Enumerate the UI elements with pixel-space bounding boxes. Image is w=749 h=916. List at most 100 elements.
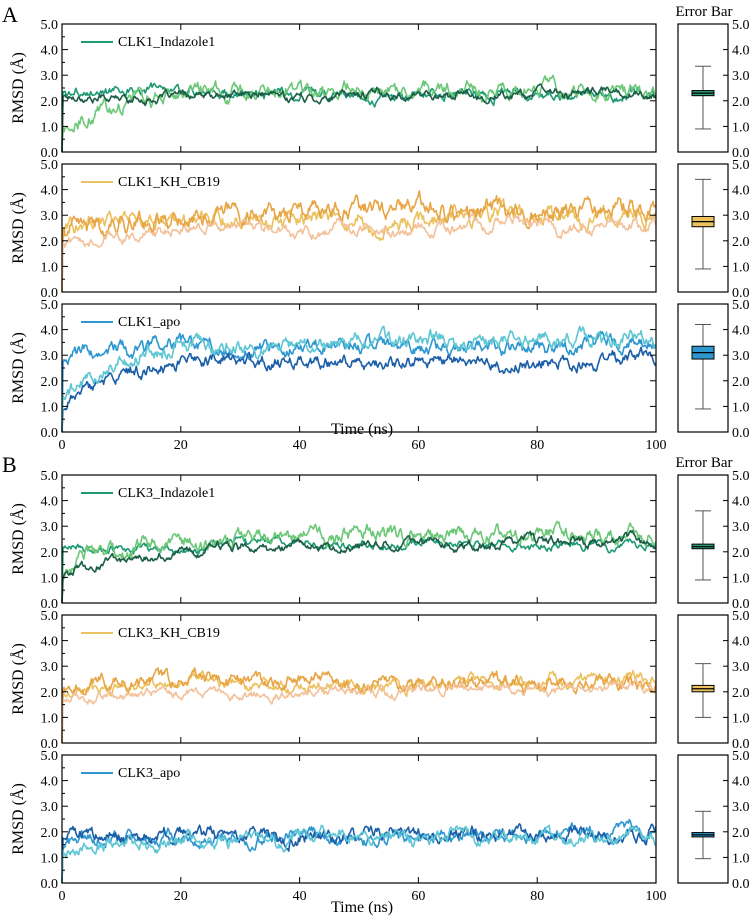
error-bar-title-b: Error Bar <box>675 455 732 471</box>
y-tick-label: 1.0 <box>41 400 59 415</box>
series-line <box>61 667 657 744</box>
x-tick-label: 40 <box>293 889 307 904</box>
err-y-tick-label: 4.0 <box>732 184 749 199</box>
err-y-tick-label: 4.0 <box>732 775 749 790</box>
panel-b-label: B <box>2 452 17 477</box>
error-frame <box>677 23 729 153</box>
err-y-tick-label: 3.0 <box>732 520 749 535</box>
x-tick-label: 100 <box>646 889 667 904</box>
y-tick-label: 2.0 <box>41 235 59 250</box>
x-axis-label-b: Time (ns) <box>331 899 393 916</box>
y-tick-label: 3.0 <box>41 800 59 815</box>
err-y-tick-label: 4.0 <box>732 324 749 339</box>
err-y-tick-label: 5.0 <box>732 609 749 624</box>
y-tick-label: 0.0 <box>41 146 59 161</box>
err-y-tick-label: 5.0 <box>732 158 749 173</box>
err-y-tick-label: 5.0 <box>732 298 749 313</box>
series-line <box>61 346 657 433</box>
error-bar-panel: 0.0 1.0 2.0 3.0 4.0 5.0 <box>677 298 749 441</box>
series-line <box>61 824 657 884</box>
x-tick-label: 60 <box>411 438 425 453</box>
y-tick-label: 5.0 <box>41 609 59 624</box>
y-tick-label: 2.0 <box>41 375 59 390</box>
series-line <box>61 190 657 293</box>
err-y-tick-label: 0.0 <box>732 426 749 441</box>
y-tick-label: 5.0 <box>41 298 59 313</box>
y-tick-label: 3.0 <box>41 520 59 535</box>
y-axis-label: RMSD (Å) <box>9 332 27 404</box>
err-y-tick-label: 4.0 <box>732 44 749 59</box>
err-y-tick-label: 0.0 <box>732 146 749 161</box>
y-axis-label: RMSD (Å) <box>9 192 27 264</box>
y-tick-label: 5.0 <box>41 158 59 173</box>
err-y-tick-label: 3.0 <box>732 800 749 815</box>
series-line <box>61 213 657 293</box>
err-y-tick-label: 1.0 <box>732 120 749 135</box>
err-y-tick-label: 3.0 <box>732 660 749 675</box>
series-line <box>61 83 657 153</box>
y-tick-label: 3.0 <box>41 349 59 364</box>
legend-label: CLK3_Indazole1 <box>118 486 215 501</box>
err-y-tick-label: 2.0 <box>732 235 749 250</box>
y-tick-label: 0.0 <box>41 286 59 301</box>
y-tick-label: 5.0 <box>41 749 59 764</box>
error-bar-panel: 0.0 1.0 2.0 3.0 4.0 5.0 <box>677 18 749 161</box>
err-y-tick-label: 2.0 <box>732 826 749 841</box>
y-tick-label: 2.0 <box>41 546 59 561</box>
y-axis-label: RMSD (Å) <box>9 503 27 575</box>
x-tick-label: 60 <box>411 889 425 904</box>
y-tick-label: 5.0 <box>41 469 59 484</box>
y-tick-label: 1.0 <box>41 851 59 866</box>
err-y-tick-label: 3.0 <box>732 69 749 84</box>
y-tick-label: 2.0 <box>41 95 59 110</box>
y-tick-label: 3.0 <box>41 209 59 224</box>
y-tick-label: 3.0 <box>41 69 59 84</box>
error-bar-panel: 0.0 1.0 2.0 3.0 4.0 5.0 <box>677 469 749 612</box>
x-tick-label: 80 <box>530 438 544 453</box>
panel-a-label: A <box>2 2 18 27</box>
x-tick-label: 40 <box>293 438 307 453</box>
y-axis-label: RMSD (Å) <box>9 52 27 124</box>
err-y-tick-label: 3.0 <box>732 209 749 224</box>
y-tick-label: 5.0 <box>41 18 59 33</box>
err-y-tick-label: 0.0 <box>732 737 749 752</box>
x-tick-label: 0 <box>59 438 66 453</box>
error-frame <box>677 474 729 604</box>
error-frame <box>677 303 729 433</box>
y-tick-label: 1.0 <box>41 260 59 275</box>
series-line <box>61 325 657 433</box>
panel-1: 0.0 1.0 2.0 3.0 4.0 5.0 CLK1_Indazole1 RMSD (Å)… <box>9 18 749 161</box>
error-frame <box>677 163 729 293</box>
series-line <box>61 330 657 433</box>
error-bar-title-a: Error Bar <box>675 4 732 20</box>
y-tick-label: 2.0 <box>41 826 59 841</box>
y-tick-label: 0.0 <box>41 597 59 612</box>
series-line <box>61 198 657 293</box>
y-axis-label: RMSD (Å) <box>9 783 27 855</box>
series-line <box>61 74 657 153</box>
err-y-tick-label: 2.0 <box>732 95 749 110</box>
x-tick-label: 20 <box>174 889 188 904</box>
y-tick-label: 4.0 <box>41 44 59 59</box>
error-frame <box>677 754 729 884</box>
series-line <box>61 823 657 884</box>
err-y-tick-label: 0.0 <box>732 877 749 892</box>
err-y-tick-label: 1.0 <box>732 711 749 726</box>
err-y-tick-label: 5.0 <box>732 18 749 33</box>
err-y-tick-label: 1.0 <box>732 260 749 275</box>
y-axis-label: RMSD (Å) <box>9 643 27 715</box>
legend-label: CLK3_KH_CB19 <box>118 626 220 641</box>
err-y-tick-label: 1.0 <box>732 851 749 866</box>
y-tick-label: 1.0 <box>41 711 59 726</box>
err-y-tick-label: 3.0 <box>732 349 749 364</box>
y-tick-label: 0.0 <box>41 737 59 752</box>
err-y-tick-label: 1.0 <box>732 571 749 586</box>
legend-label: CLK1_apo <box>118 315 180 330</box>
err-y-tick-label: 4.0 <box>732 495 749 510</box>
err-y-tick-label: 5.0 <box>732 469 749 484</box>
err-y-tick-label: 0.0 <box>732 286 749 301</box>
error-bar-panel: 0.0 1.0 2.0 3.0 4.0 5.0 <box>677 158 749 301</box>
legend-label: CLK1_Indazole1 <box>118 35 215 50</box>
y-tick-label: 4.0 <box>41 775 59 790</box>
